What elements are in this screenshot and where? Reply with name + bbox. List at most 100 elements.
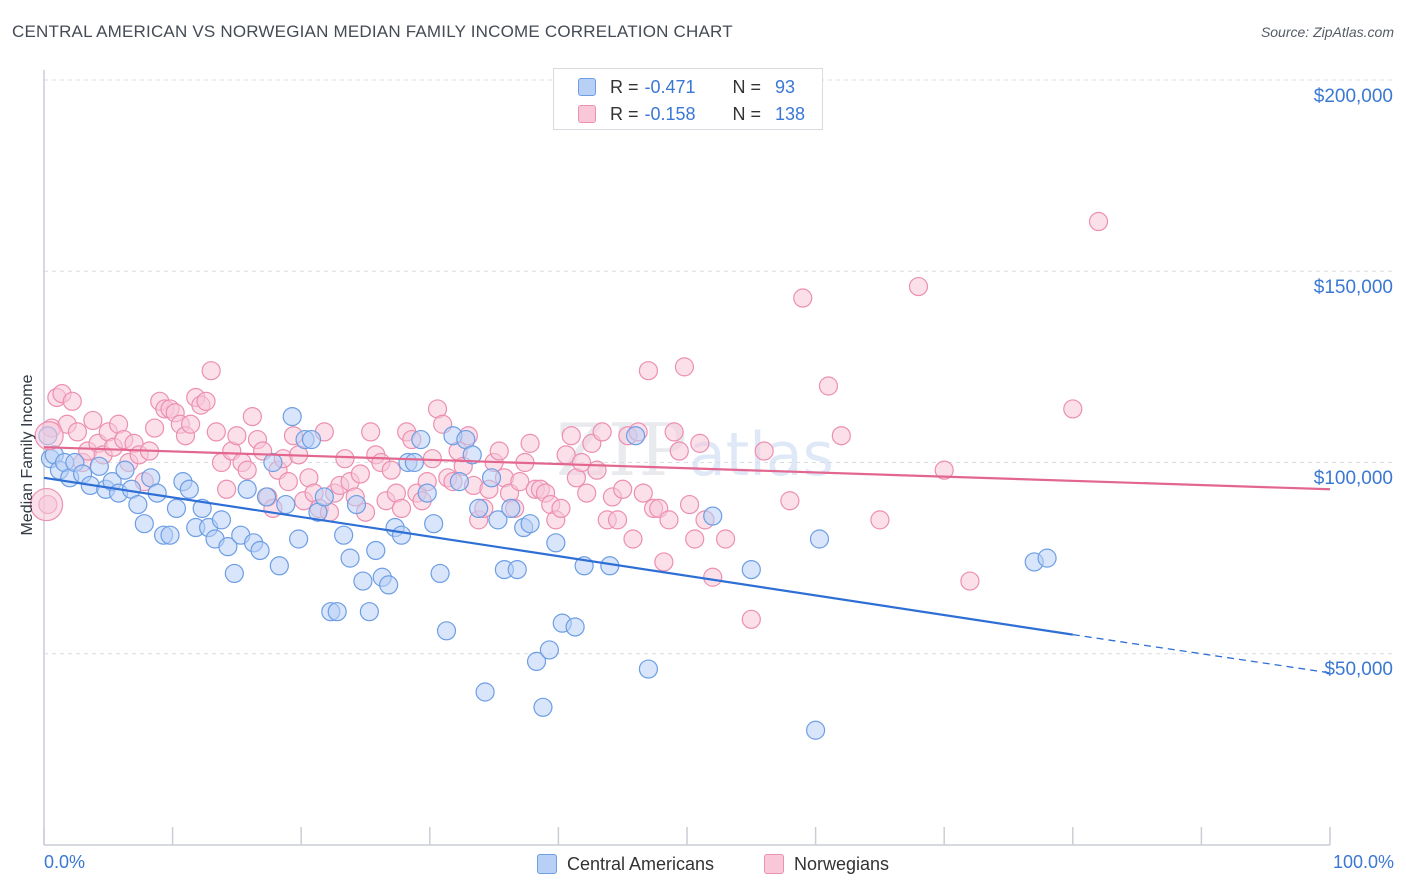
central-americans-point-16 bbox=[134, 514, 154, 534]
central-americans-point-46 bbox=[327, 602, 347, 622]
legend-n-label: N = bbox=[732, 103, 762, 124]
norwegians-point-111 bbox=[607, 510, 628, 530]
norwegians-point-9 bbox=[83, 410, 103, 431]
central-americans-point-77 bbox=[526, 651, 547, 672]
norwegians-point-33 bbox=[206, 422, 226, 442]
norwegians-point-39 bbox=[237, 460, 257, 480]
x-tick-label-max: 100.0% bbox=[1332, 852, 1394, 872]
central-americans-point-44 bbox=[314, 487, 334, 507]
norwegians-point-124 bbox=[674, 357, 695, 377]
bottom-legend-norwegians: Norwegians bbox=[764, 852, 889, 876]
norwegians-point-116 bbox=[633, 483, 653, 503]
norwegians-point-140 bbox=[960, 571, 980, 591]
legend-swatch-pink bbox=[578, 105, 596, 123]
y-tick-label-200000: $200,000 bbox=[1313, 86, 1393, 107]
central-americans-point-59 bbox=[411, 429, 431, 450]
norwegians-point-105 bbox=[577, 483, 597, 503]
central-americans-point-34 bbox=[250, 540, 270, 561]
central-americans-point-85 bbox=[625, 426, 646, 446]
norwegians-point-136 bbox=[831, 426, 851, 446]
norwegians-point-94 bbox=[520, 433, 540, 453]
norwegians-point-40 bbox=[242, 407, 262, 427]
central-americans-point-62 bbox=[430, 563, 450, 584]
norwegians-point-37 bbox=[227, 426, 247, 446]
norwegians-point-35 bbox=[217, 479, 237, 499]
legend-r-label: R = bbox=[610, 76, 639, 97]
central-americans-point-42 bbox=[301, 429, 322, 450]
norwegians-point-108 bbox=[592, 422, 612, 442]
norwegians-point-large-2 bbox=[34, 421, 64, 451]
norwegians-point-92 bbox=[510, 472, 530, 492]
central-americans-point-87 bbox=[703, 506, 723, 526]
norwegians-point-123 bbox=[669, 441, 689, 461]
norwegians-point-31 bbox=[196, 391, 216, 411]
norwegians-trend-line bbox=[43, 446, 1331, 491]
central-americans-point-74 bbox=[507, 559, 527, 580]
x-tick-label-min: 0.0% bbox=[44, 852, 86, 872]
central-americans-point-15 bbox=[128, 494, 148, 515]
central-americans-point-69 bbox=[475, 682, 495, 702]
chart-source: Source: ZipAtlas.com bbox=[1260, 24, 1394, 40]
y-tick-label-150000: $150,000 bbox=[1313, 277, 1393, 298]
norwegians-point-large bbox=[29, 487, 64, 522]
norwegians-point-132 bbox=[754, 441, 774, 461]
y-axis-label: Median Family Income bbox=[19, 374, 36, 536]
legend-r-label: R = bbox=[610, 103, 639, 124]
central-americans-point-36 bbox=[263, 452, 283, 473]
norwegians-point-112 bbox=[613, 479, 633, 499]
central-americans-point-35 bbox=[256, 487, 277, 507]
norwegians-point-88 bbox=[489, 441, 509, 461]
norwegians-point-126 bbox=[685, 529, 705, 549]
central-americans-point-32 bbox=[237, 479, 257, 499]
central-americans-point-21 bbox=[166, 498, 187, 518]
central-americans-point-79 bbox=[539, 640, 559, 660]
norwegians-point-138 bbox=[908, 276, 929, 297]
central-americans-point-48 bbox=[340, 548, 360, 568]
legend-n-value: 93 bbox=[775, 76, 796, 97]
norwegians-point-114 bbox=[623, 529, 643, 549]
central-americans-point-9 bbox=[89, 456, 109, 476]
central-americans-point-78 bbox=[533, 697, 553, 717]
central-americans-trend-line bbox=[43, 476, 1073, 636]
central-americans-point-89 bbox=[805, 720, 826, 740]
legend-r-value: -0.158 bbox=[644, 103, 696, 124]
central-americans-point-67 bbox=[462, 445, 482, 465]
norwegians-point-69 bbox=[391, 498, 412, 518]
bottom-legend-central-americans: Central Americans bbox=[537, 852, 714, 876]
norwegians-point-100 bbox=[551, 498, 571, 518]
central-americans-point-73 bbox=[501, 498, 521, 518]
central-americans-point-80 bbox=[546, 533, 566, 553]
norwegians-point-61 bbox=[350, 464, 370, 484]
central-americans-point-25 bbox=[192, 498, 212, 518]
legend-n-label: N = bbox=[732, 76, 762, 97]
norwegians-point-134 bbox=[793, 288, 813, 308]
norwegians-point-127 bbox=[690, 433, 710, 453]
norwegians-point-131 bbox=[741, 609, 761, 629]
norwegians-point-63 bbox=[361, 422, 381, 442]
bottom-legend-swatch-pink bbox=[764, 854, 784, 874]
central-americans-point-76 bbox=[520, 514, 540, 534]
norwegians-point-58 bbox=[335, 449, 355, 469]
legend: R = -0.471 N = 93 R = -0.158 N = 138 bbox=[553, 68, 823, 130]
norwegians-point-21 bbox=[144, 418, 165, 438]
central-americans-point-70 bbox=[481, 468, 502, 488]
central-americans-point-37 bbox=[269, 556, 289, 576]
central-americans-point-13 bbox=[115, 460, 135, 480]
central-americans-point-29 bbox=[218, 537, 238, 557]
central-americans-point-61 bbox=[424, 514, 444, 534]
norwegians-point-28 bbox=[181, 414, 201, 434]
central-americans-point-82 bbox=[565, 617, 585, 637]
central-americans-point-63 bbox=[436, 621, 457, 641]
norwegians-point-47 bbox=[278, 472, 298, 492]
central-americans-point-30 bbox=[224, 563, 244, 584]
central-americans-point-65 bbox=[449, 472, 469, 492]
central-americans-point-60 bbox=[417, 483, 437, 503]
central-americans-point-71 bbox=[488, 510, 508, 530]
norwegians-point-130 bbox=[715, 529, 736, 549]
norwegians-point-142 bbox=[1088, 211, 1109, 232]
legend-row-norwegians: R = -0.158 N = 138 bbox=[578, 102, 805, 126]
bottom-legend-swatch-blue bbox=[537, 854, 557, 874]
central-americans-point-51 bbox=[359, 602, 379, 622]
central-americans-point-68 bbox=[469, 498, 489, 518]
